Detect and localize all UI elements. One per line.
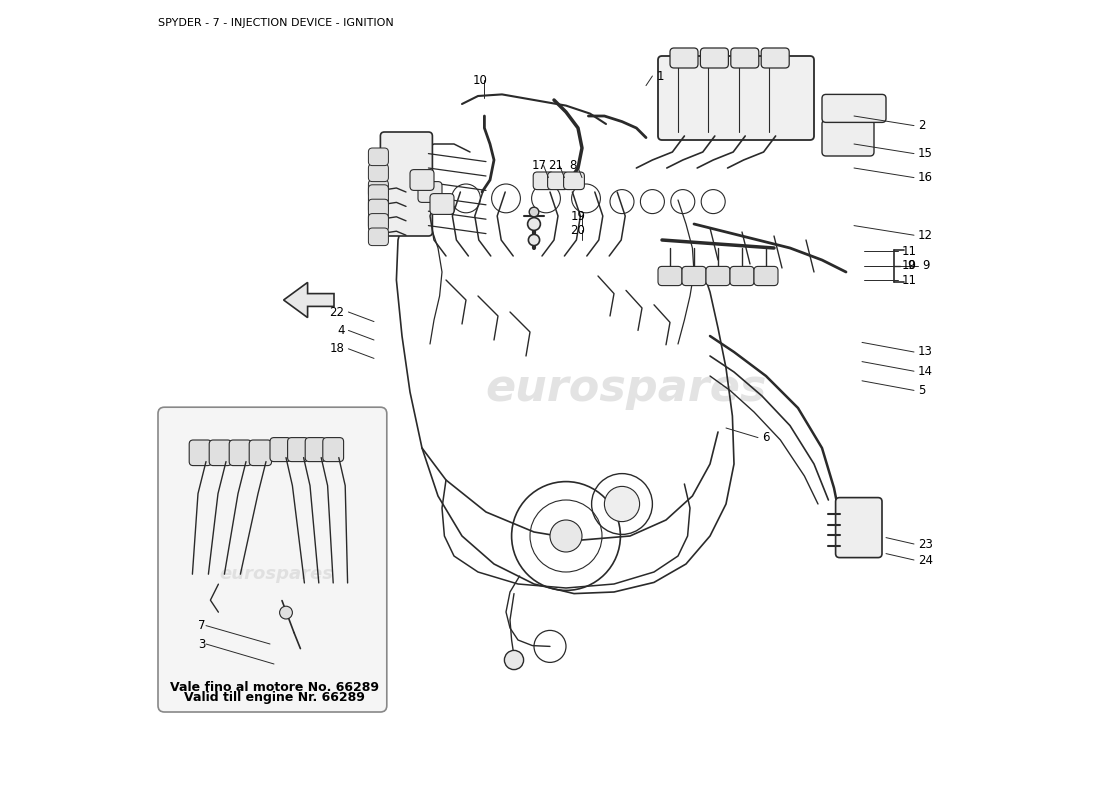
FancyBboxPatch shape: [368, 164, 388, 182]
FancyBboxPatch shape: [534, 172, 554, 190]
Polygon shape: [284, 282, 334, 318]
FancyBboxPatch shape: [730, 48, 759, 68]
Text: 4: 4: [337, 324, 344, 337]
FancyBboxPatch shape: [229, 440, 252, 466]
FancyBboxPatch shape: [368, 212, 388, 230]
FancyBboxPatch shape: [754, 266, 778, 286]
FancyBboxPatch shape: [563, 172, 584, 190]
Text: Vale fino al motore No. 66289: Vale fino al motore No. 66289: [169, 681, 378, 694]
Circle shape: [528, 218, 540, 230]
FancyBboxPatch shape: [368, 180, 388, 198]
Circle shape: [529, 207, 539, 217]
FancyBboxPatch shape: [250, 440, 272, 466]
Text: 16: 16: [918, 171, 933, 184]
Circle shape: [528, 234, 540, 246]
Text: 14: 14: [918, 365, 933, 378]
FancyBboxPatch shape: [209, 440, 232, 466]
Text: Valid till engine Nr. 66289: Valid till engine Nr. 66289: [184, 691, 364, 704]
FancyBboxPatch shape: [822, 120, 875, 156]
FancyBboxPatch shape: [836, 498, 882, 558]
Text: 7: 7: [198, 619, 206, 632]
FancyBboxPatch shape: [368, 148, 388, 166]
FancyBboxPatch shape: [761, 48, 789, 68]
Text: 6: 6: [762, 431, 770, 444]
Text: 1: 1: [657, 70, 664, 82]
Text: eurospares: eurospares: [485, 366, 767, 410]
Text: 5: 5: [918, 384, 925, 397]
Text: 10: 10: [473, 74, 487, 86]
Text: 10: 10: [902, 259, 917, 272]
FancyBboxPatch shape: [368, 196, 388, 214]
FancyBboxPatch shape: [368, 185, 388, 202]
FancyBboxPatch shape: [822, 94, 886, 122]
Text: SPYDER - 7 - INJECTION DEVICE - IGNITION: SPYDER - 7 - INJECTION DEVICE - IGNITION: [158, 18, 394, 27]
FancyBboxPatch shape: [701, 48, 728, 68]
FancyBboxPatch shape: [670, 48, 698, 68]
Text: eurospares: eurospares: [220, 565, 333, 583]
FancyBboxPatch shape: [418, 182, 442, 202]
Text: 15: 15: [918, 147, 933, 160]
Circle shape: [550, 520, 582, 552]
Text: 13: 13: [918, 346, 933, 358]
FancyBboxPatch shape: [368, 214, 388, 231]
FancyBboxPatch shape: [658, 266, 682, 286]
Text: 17: 17: [532, 159, 547, 172]
FancyBboxPatch shape: [658, 56, 814, 140]
FancyBboxPatch shape: [682, 266, 706, 286]
FancyBboxPatch shape: [368, 228, 388, 246]
Text: 8: 8: [570, 159, 576, 172]
FancyBboxPatch shape: [368, 199, 388, 217]
FancyBboxPatch shape: [430, 194, 454, 214]
Text: 22: 22: [329, 306, 344, 318]
Text: 2: 2: [918, 119, 925, 132]
Text: 19: 19: [571, 210, 585, 222]
Text: 23: 23: [918, 538, 933, 550]
Text: 3: 3: [198, 638, 206, 650]
FancyBboxPatch shape: [410, 170, 435, 190]
FancyBboxPatch shape: [730, 266, 754, 286]
FancyBboxPatch shape: [548, 172, 569, 190]
FancyBboxPatch shape: [322, 438, 343, 462]
Text: 9: 9: [908, 259, 915, 272]
Text: 9: 9: [922, 259, 930, 272]
Text: 24: 24: [918, 554, 933, 566]
Text: 11: 11: [902, 274, 917, 286]
FancyBboxPatch shape: [305, 438, 326, 462]
FancyBboxPatch shape: [158, 407, 387, 712]
FancyBboxPatch shape: [189, 440, 211, 466]
Text: 18: 18: [330, 342, 344, 355]
FancyBboxPatch shape: [287, 438, 308, 462]
Text: 11: 11: [902, 245, 917, 258]
Text: 21: 21: [548, 159, 563, 172]
Circle shape: [279, 606, 293, 619]
Circle shape: [505, 650, 524, 670]
FancyBboxPatch shape: [706, 266, 730, 286]
Circle shape: [604, 486, 639, 522]
Text: 20: 20: [571, 224, 585, 237]
FancyBboxPatch shape: [270, 438, 290, 462]
Text: 12: 12: [918, 229, 933, 242]
FancyBboxPatch shape: [381, 132, 432, 236]
